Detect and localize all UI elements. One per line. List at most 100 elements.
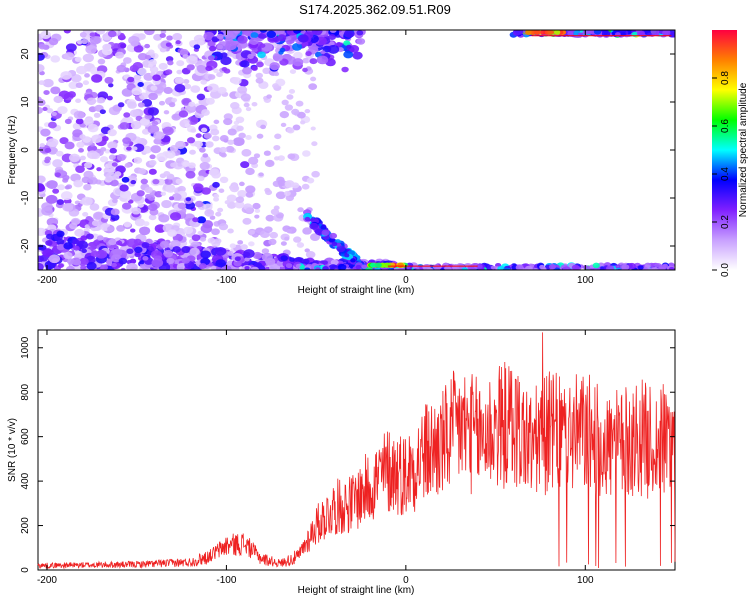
x-tick-label: 0	[403, 575, 409, 586]
spectrogram-cell	[46, 233, 54, 240]
spectrogram-cell	[144, 54, 152, 60]
spectrogram-cell	[254, 214, 260, 219]
spectrogram-cell	[280, 255, 288, 262]
spectrogram-cell	[82, 53, 94, 63]
spectrogram-cell	[237, 190, 247, 198]
spectrogram-cell	[217, 207, 224, 213]
spectrogram-cell	[147, 124, 160, 134]
spectrogram-cell	[277, 155, 285, 161]
spectrogram-cell	[150, 145, 162, 154]
spectrogram-cell	[70, 74, 82, 83]
spectrogram-cell	[165, 56, 174, 62]
spectrogram-cell	[131, 87, 142, 96]
spectrogram-cell	[237, 86, 248, 94]
spectrogram-cell	[130, 258, 137, 263]
spectrogram-cell	[76, 141, 85, 148]
spectrogram-cell	[294, 256, 303, 263]
spectrogram-cell	[184, 123, 191, 128]
spectrogram-cell	[291, 182, 300, 189]
spectrogram-cell	[42, 106, 48, 111]
spectrogram-cell	[84, 162, 93, 169]
spectrogram-cell	[44, 147, 52, 153]
spectrogram-cell	[209, 168, 220, 176]
spectrogram-cell	[397, 262, 404, 268]
spectrogram-cell	[201, 155, 211, 164]
spectrogram-cell	[398, 267, 406, 270]
y-tick-label: 600	[20, 428, 31, 445]
spectrogram-cell	[165, 42, 172, 47]
spectrogram-cell	[186, 64, 195, 71]
spectrogram-cell	[174, 84, 186, 93]
spectrogram-cell	[422, 263, 431, 270]
spectrogram-cell	[297, 34, 309, 43]
spectrogram-cell	[194, 200, 204, 208]
spectrogram-cell	[41, 206, 53, 216]
spectrogram-cell	[170, 212, 182, 221]
spectrogram-cell	[250, 266, 260, 270]
spectrogram-cell	[158, 100, 166, 106]
spectrogram-cell	[263, 150, 271, 156]
spectrogram-cell	[62, 174, 70, 181]
spectrogram-cell	[74, 56, 82, 63]
spectrogram-cell	[320, 50, 326, 55]
spectrogram-cell	[107, 129, 117, 137]
spectrogram-cell	[56, 199, 65, 205]
spectrogram-cell	[133, 45, 144, 53]
spectrogram-cell	[329, 232, 338, 239]
spectrogram-cell	[264, 226, 273, 233]
spectrogram-cell	[336, 245, 346, 253]
spectrogram-cell	[53, 95, 64, 104]
spectrogram-cell	[208, 262, 214, 267]
spectrogram-cell	[224, 200, 230, 205]
spectrogram-cell	[253, 153, 261, 159]
spectrogram-cell	[109, 179, 119, 187]
spectrogram-cell	[254, 208, 261, 214]
spectrogram-cell	[220, 52, 228, 58]
spectrogram-x-axis-label: Height of straight line (km)	[298, 285, 415, 296]
spectrogram-cell	[193, 34, 205, 43]
spectrogram-cell	[203, 132, 212, 139]
spectrogram-cell	[218, 223, 229, 231]
spectrogram-cell	[68, 153, 81, 163]
spectrogram-cell	[593, 30, 602, 35]
spectrogram-cell	[134, 218, 146, 227]
spectrogram-cell	[227, 128, 237, 136]
spectrogram-cell	[147, 203, 158, 211]
spectrogram-cell	[40, 30, 51, 40]
spectrogram-cell	[204, 209, 215, 217]
spectrogram-cell	[213, 68, 219, 73]
spectrogram-cell	[264, 187, 271, 193]
colorbar-ticks: 0.0 0.2 0.4 0.6 0.8	[712, 71, 731, 277]
spectrogram-cell	[592, 262, 600, 269]
spectrogram-cell	[86, 262, 97, 270]
spectrogram-cell	[316, 55, 329, 65]
spectrogram-cell	[137, 168, 147, 175]
spectrogram-cell	[88, 177, 98, 185]
spectrogram-cell	[200, 250, 211, 259]
spectrogram-cell	[116, 64, 127, 73]
spectrogram-cell	[39, 70, 45, 76]
spectrogram-cell	[248, 241, 255, 247]
spectrogram-cell	[120, 267, 126, 270]
spectrogram-cell	[38, 99, 46, 106]
spectrogram-cell	[210, 128, 220, 136]
spectrogram-cell	[139, 260, 145, 265]
spectrogram-cell	[662, 263, 669, 269]
spectrogram-cell	[91, 74, 103, 83]
spectrogram-cell	[183, 79, 190, 84]
spectrogram-cell	[46, 138, 59, 148]
spectrogram-cell	[370, 262, 377, 268]
spectrogram-cell	[186, 137, 196, 144]
spectrogram-cell-group	[38, 30, 675, 270]
spectrogram-cell	[106, 95, 113, 101]
snr-x-axis-label: Height of straight line (km)	[298, 585, 415, 596]
spectrogram-cell	[650, 267, 659, 270]
spectrogram-cell	[164, 178, 173, 185]
spectrogram-cell	[116, 154, 126, 161]
spectrogram-cell	[81, 196, 93, 206]
spectrogram-cell	[126, 262, 138, 270]
spectrogram-cell	[337, 263, 347, 270]
spectrogram-cell	[223, 68, 231, 74]
spectrogram-cell	[89, 36, 101, 45]
spectrogram-cell	[562, 266, 571, 270]
